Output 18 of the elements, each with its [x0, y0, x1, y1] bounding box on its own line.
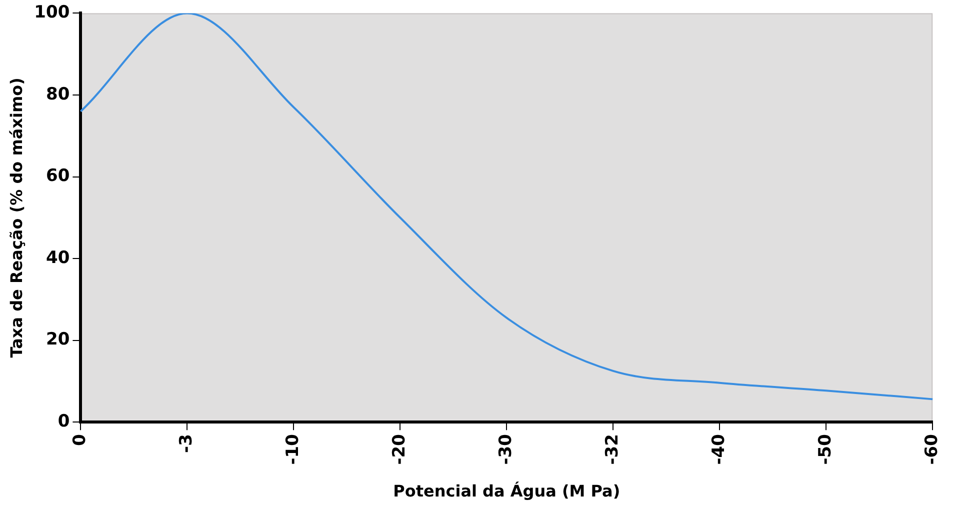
y-tick-label: 60	[46, 166, 70, 186]
line-series	[80, 13, 934, 400]
y-tick-label: 20	[46, 330, 70, 350]
x-tick-label: -32	[602, 434, 623, 465]
y-tick-label: 80	[46, 84, 70, 104]
y-tick-label: 40	[46, 248, 70, 268]
x-tick-label: -3	[176, 434, 197, 453]
x-tick-label: -30	[496, 434, 516, 465]
x-tick-label: -10	[283, 434, 304, 465]
x-tick-label: -60	[922, 434, 942, 465]
x-tick-label: -50	[816, 434, 836, 465]
x-axis-title: Potencial da Água (M Pa)	[393, 482, 620, 501]
y-tick-label: 0	[58, 412, 70, 432]
y-axis-title: Taxa de Reação (% do máximo)	[6, 78, 26, 358]
x-tick-label: 0	[70, 434, 90, 446]
x-tick-label: -40	[709, 434, 730, 465]
x-tick-label: -20	[390, 434, 410, 465]
y-tick-label: 100	[34, 2, 70, 23]
